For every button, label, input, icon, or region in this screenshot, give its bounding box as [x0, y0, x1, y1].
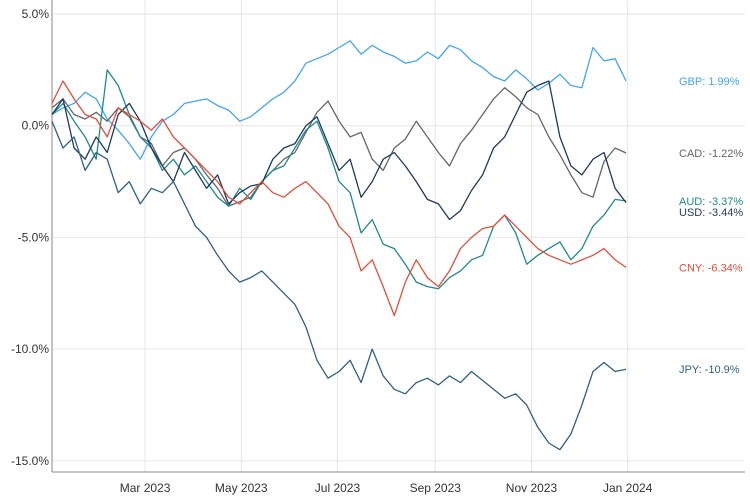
x-tick-label: Jul 2023 — [315, 481, 361, 495]
end-label-gbp: GBP: 1.99% — [679, 76, 740, 88]
y-tick-label: 0.0% — [22, 119, 50, 133]
y-tick-label: -15.0% — [11, 454, 49, 468]
y-axis-tick-labels: 5.0% 0.0% -5.0% -10.0% -15.0% — [11, 7, 49, 468]
x-tick-label: Mar 2023 — [120, 481, 171, 495]
x-tick-label: Sep 2023 — [410, 481, 462, 495]
series-lines — [51, 40, 627, 451]
x-axis-tick-labels: Mar 2023 May 2023 Jul 2023 Sep 2023 Nov 2023… — [120, 481, 653, 495]
series-line-gbp — [51, 40, 627, 160]
series-line-jpy — [51, 120, 627, 451]
end-label-aud: AUD: -3.37% — [679, 196, 743, 208]
end-label-usd: USD: -3.44% — [679, 207, 743, 219]
x-tick-label: May 2023 — [215, 481, 268, 495]
end-label-jpy: JPY: -10.9% — [679, 364, 740, 376]
series-line-aud — [51, 69, 627, 290]
series-line-cad — [51, 87, 627, 207]
y-tick-label: 5.0% — [22, 7, 50, 21]
x-tick-label: Nov 2023 — [506, 481, 558, 495]
y-tick-label: -5.0% — [18, 230, 50, 244]
series-end-labels: GBP: 1.99% CAD: -1.22% AUD: -3.37%USD: -3.… — [679, 76, 743, 376]
gridlines — [52, 0, 745, 472]
series-line-cny — [51, 80, 627, 317]
x-tick-label: Jan 2024 — [603, 481, 653, 495]
end-label-cny: CNY: -6.34% — [679, 262, 743, 274]
series-line-usd — [51, 80, 627, 221]
end-label-cad: CAD: -1.22% — [679, 148, 743, 160]
y-tick-label: -10.0% — [11, 342, 49, 356]
axes — [51, 0, 745, 473]
